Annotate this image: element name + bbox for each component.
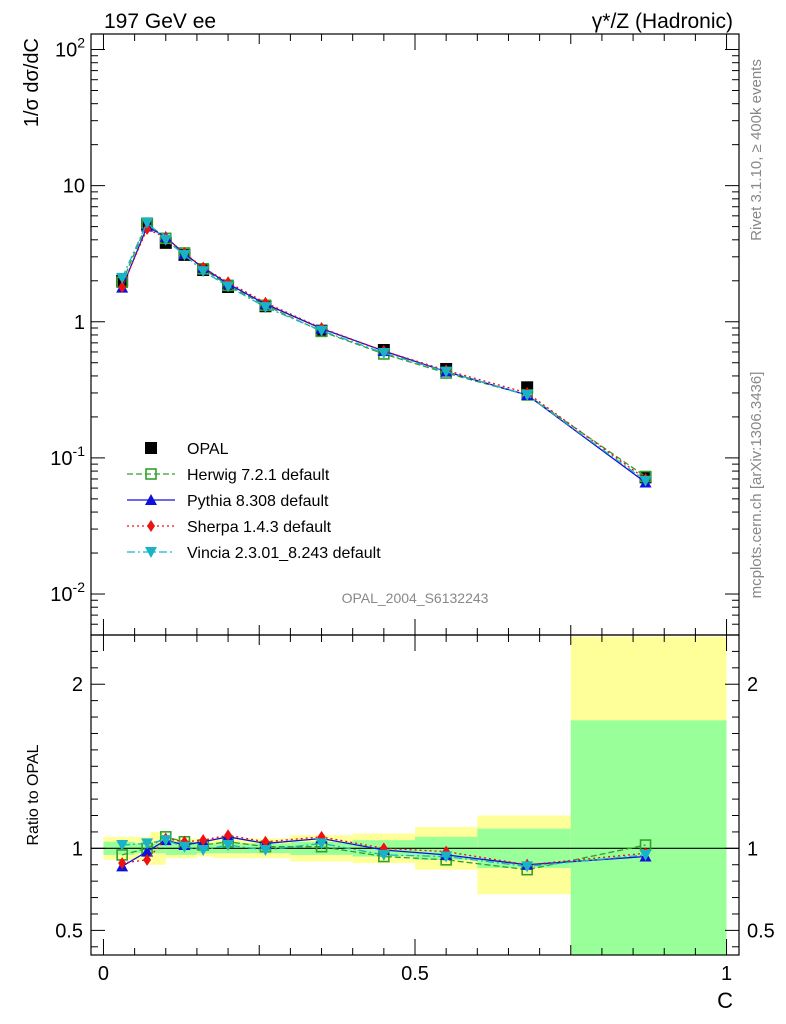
- legend-label: Sherpa 1.4.3 default: [187, 519, 332, 536]
- main-y-axis-title: 1/σ dσ/dC: [21, 38, 43, 127]
- data-point: [143, 223, 152, 236]
- ratio-data-point: [143, 853, 152, 866]
- ratio-data-point: [377, 849, 390, 861]
- x-tick-label: 0.5: [401, 963, 429, 985]
- legend-label: Vincia 2.3.01_8.243 default: [187, 545, 381, 562]
- ratio-series-line: [121, 836, 646, 871]
- x-axis-title: C: [717, 988, 733, 1013]
- y-tick-label: 102: [55, 35, 85, 62]
- data-point: [639, 475, 652, 487]
- data-point: [440, 366, 453, 378]
- legend-marker: [145, 547, 157, 558]
- main-panel: 10-2 10-1 1 10 102: [50, 33, 740, 636]
- ratio-y-tick-label-right: 0.5: [747, 920, 775, 942]
- legend-marker: [145, 494, 157, 505]
- ratio-data-point: [116, 840, 129, 852]
- ratio-y-tick-label: 2: [72, 674, 83, 696]
- data-point: [141, 217, 154, 229]
- ratio-data-point: [141, 845, 154, 857]
- ratio-data-point: [315, 838, 328, 850]
- legend-label: OPAL: [187, 441, 229, 458]
- data-point: [315, 325, 328, 337]
- ratio-data-point: [178, 841, 191, 853]
- data-point: [377, 347, 390, 359]
- ratio-series-line: [122, 839, 646, 868]
- data-point: [259, 302, 272, 314]
- data-point: [159, 234, 172, 246]
- y-tick-label: 10-2: [50, 579, 85, 606]
- ratio-data-point: [521, 861, 534, 873]
- ratio-y-tick-label: 1: [72, 838, 83, 860]
- legend-marker: [145, 468, 157, 480]
- data-point: [116, 272, 129, 284]
- data-point: [222, 281, 235, 293]
- data-point: [197, 266, 210, 278]
- ratio-data-point: [224, 829, 233, 842]
- legend-label: Herwig 7.2.1 default: [187, 467, 330, 484]
- y-tick-label: 1: [74, 312, 85, 334]
- ratio-data-point: [159, 835, 172, 847]
- ratio-y-tick-label: 0.5: [55, 920, 83, 942]
- x-tick-label: 0: [98, 963, 109, 985]
- legend-marker: [147, 520, 155, 532]
- mcplots-source-label: mcplots.cern.ch [arXiv:1306.3436]: [748, 372, 765, 599]
- rivet-version-label: Rivet 3.1.10, ≥ 400k events: [748, 59, 765, 241]
- y-tick-label: 10-1: [50, 443, 85, 470]
- chart-title-process: γ*/Z (Hadronic): [592, 10, 733, 33]
- data-point: [178, 249, 191, 261]
- ratio-data-point: [261, 835, 270, 848]
- ratio-panel: 0 0.5 1 0.5 0.5 1 1 2 2: [55, 634, 775, 985]
- chart-title-energy: 197 GeV ee: [104, 10, 216, 33]
- ratio-y-tick-label-right: 1: [747, 838, 758, 860]
- data-point: [118, 281, 127, 294]
- ratio-stat-band: [570, 720, 727, 955]
- ratio-data-point: [639, 849, 652, 861]
- analysis-id-label: OPAL_2004_S6132243: [342, 590, 489, 606]
- legend-marker: [145, 442, 157, 454]
- ratio-data-point: [118, 857, 127, 870]
- ratio-data-point: [259, 844, 272, 856]
- legend-label: Pythia 8.308 default: [187, 493, 329, 510]
- ratio-data-point: [197, 844, 210, 856]
- ratio-data-point: [199, 834, 208, 847]
- ratio-y-axis-title: Ratio to OPAL: [25, 744, 42, 845]
- x-tick-label: 1: [721, 963, 732, 985]
- data-point: [521, 389, 534, 401]
- y-tick-label: 10: [63, 176, 85, 198]
- ratio-series-line: [122, 834, 646, 866]
- legend: OPAL Herwig 7.2.1 default Pythia 8.308 def…: [127, 441, 381, 562]
- ratio-data-point: [440, 851, 453, 863]
- ratio-data-point: [141, 838, 154, 850]
- ratio-data-point: [222, 840, 235, 852]
- ratio-y-tick-label-right: 2: [747, 674, 758, 696]
